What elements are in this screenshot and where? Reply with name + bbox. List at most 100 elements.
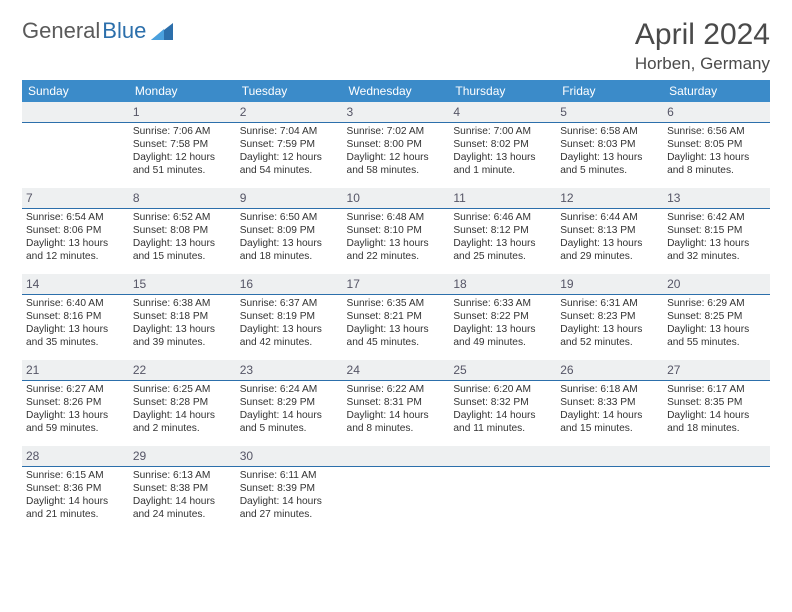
day-details: Sunrise: 7:04 AMSunset: 7:59 PMDaylight:… [236, 123, 343, 177]
calendar-cell [22, 102, 129, 188]
day-number: 5 [560, 105, 567, 119]
day-number: 21 [26, 363, 39, 377]
day-details: Sunrise: 6:11 AMSunset: 8:39 PMDaylight:… [236, 467, 343, 521]
calendar-cell [449, 446, 556, 532]
day-number-bar: 1 [129, 102, 236, 123]
calendar-cell: 12Sunrise: 6:44 AMSunset: 8:13 PMDayligh… [556, 188, 663, 274]
day-number-bar: 2 [236, 102, 343, 123]
calendar-cell: 15Sunrise: 6:38 AMSunset: 8:18 PMDayligh… [129, 274, 236, 360]
day-details: Sunrise: 7:00 AMSunset: 8:02 PMDaylight:… [449, 123, 556, 177]
calendar-cell: 17Sunrise: 6:35 AMSunset: 8:21 PMDayligh… [343, 274, 450, 360]
brand-text-general: General [22, 18, 100, 44]
day-details: Sunrise: 6:33 AMSunset: 8:22 PMDaylight:… [449, 295, 556, 349]
day-number-bar: 11 [449, 188, 556, 209]
day-details: Sunrise: 6:52 AMSunset: 8:08 PMDaylight:… [129, 209, 236, 263]
calendar-cell: 6 Sunrise: 6:56 AMSunset: 8:05 PMDaylight… [663, 102, 770, 188]
location: Horben, Germany [635, 54, 770, 74]
calendar-cell: 9Sunrise: 6:50 AMSunset: 8:09 PMDaylight… [236, 188, 343, 274]
day-number [667, 449, 670, 463]
calendar-cell: 3Sunrise: 7:02 AMSunset: 8:00 PMDaylight… [343, 102, 450, 188]
calendar-cell: 13 Sunrise: 6:42 AMSunset: 8:15 PMDayligh… [663, 188, 770, 274]
header: GeneralBlue April 2024 Horben, Germany [22, 18, 770, 74]
day-details: Sunrise: 6:50 AMSunset: 8:09 PMDaylight:… [236, 209, 343, 263]
calendar-body: 1 Sunrise: 7:06 AMSunset: 7:58 PMDaylight… [22, 102, 770, 532]
day-number: 22 [133, 363, 146, 377]
day-number: 8 [133, 191, 140, 205]
day-number: 24 [347, 363, 360, 377]
day-number: 12 [560, 191, 573, 205]
calendar-cell: 25Sunrise: 6:20 AMSunset: 8:32 PMDayligh… [449, 360, 556, 446]
day-details: Sunrise: 6:15 AMSunset: 8:36 PMDaylight:… [22, 467, 129, 521]
day-number-bar: 27 [663, 360, 770, 381]
weekday-header: Thursday [449, 80, 556, 102]
day-number: 17 [347, 277, 360, 291]
day-number-bar: 24 [343, 360, 450, 381]
calendar-cell: 4Sunrise: 7:00 AMSunset: 8:02 PMDaylight… [449, 102, 556, 188]
weekday-header: Monday [129, 80, 236, 102]
calendar-cell: 8 Sunrise: 6:52 AMSunset: 8:08 PMDaylight… [129, 188, 236, 274]
day-number: 30 [240, 449, 253, 463]
day-number: 6 [667, 105, 674, 119]
calendar-cell: 21Sunrise: 6:27 AMSunset: 8:26 PMDayligh… [22, 360, 129, 446]
month-title: April 2024 [635, 18, 770, 52]
day-details: Sunrise: 6:40 AMSunset: 8:16 PMDaylight:… [22, 295, 129, 349]
day-number: 29 [133, 449, 146, 463]
day-number-bar: 15 [129, 274, 236, 295]
calendar-cell: 14Sunrise: 6:40 AMSunset: 8:16 PMDayligh… [22, 274, 129, 360]
day-number-bar: 21 [22, 360, 129, 381]
day-number-bar: 12 [556, 188, 663, 209]
day-number-bar: 25 [449, 360, 556, 381]
day-number-bar: 13 [663, 188, 770, 209]
calendar-cell: 18Sunrise: 6:33 AMSunset: 8:22 PMDayligh… [449, 274, 556, 360]
day-number-bar [663, 446, 770, 467]
day-number-bar: 10 [343, 188, 450, 209]
day-number: 27 [667, 363, 680, 377]
day-number: 2 [240, 105, 247, 119]
day-number-bar: 6 [663, 102, 770, 123]
day-number: 23 [240, 363, 253, 377]
day-number: 13 [667, 191, 680, 205]
day-number-bar: 8 [129, 188, 236, 209]
day-number-bar: 3 [343, 102, 450, 123]
calendar-cell: 20Sunrise: 6:29 AMSunset: 8:25 PMDayligh… [663, 274, 770, 360]
weekday-header: Wednesday [343, 80, 450, 102]
day-number-bar: 20 [663, 274, 770, 295]
day-number [26, 105, 29, 119]
day-number-bar: 7 [22, 188, 129, 209]
day-details: Sunrise: 6:13 AMSunset: 8:38 PMDaylight:… [129, 467, 236, 521]
day-details: Sunrise: 6:46 AMSunset: 8:12 PMDaylight:… [449, 209, 556, 263]
sail-icon [150, 21, 174, 41]
calendar-cell: 30 Sunrise: 6:11 AMSunset: 8:39 PMDayligh… [236, 446, 343, 532]
calendar-cell: 29 Sunrise: 6:13 AMSunset: 8:38 PMDayligh… [129, 446, 236, 532]
day-number: 28 [26, 449, 39, 463]
day-number [347, 449, 350, 463]
day-number-bar: 16 [236, 274, 343, 295]
calendar-row: 1 Sunrise: 7:06 AMSunset: 7:58 PMDaylight… [22, 102, 770, 188]
day-details: Sunrise: 6:56 AMSunset: 8:05 PMDaylight:… [663, 123, 770, 177]
day-number: 1 [133, 105, 140, 119]
calendar-cell: 28 Sunrise: 6:15 AMSunset: 8:36 PMDayligh… [22, 446, 129, 532]
day-details: Sunrise: 6:54 AMSunset: 8:06 PMDaylight:… [22, 209, 129, 263]
day-number-bar: 23 [236, 360, 343, 381]
day-number: 7 [26, 191, 33, 205]
day-number-bar [22, 102, 129, 123]
brand-logo: GeneralBlue [22, 18, 174, 44]
day-details: Sunrise: 7:02 AMSunset: 8:00 PMDaylight:… [343, 123, 450, 177]
calendar-cell: 26Sunrise: 6:18 AMSunset: 8:33 PMDayligh… [556, 360, 663, 446]
calendar-cell: 27Sunrise: 6:17 AMSunset: 8:35 PMDayligh… [663, 360, 770, 446]
calendar-cell: 22Sunrise: 6:25 AMSunset: 8:28 PMDayligh… [129, 360, 236, 446]
day-number: 16 [240, 277, 253, 291]
day-number-bar [449, 446, 556, 467]
day-number: 19 [560, 277, 573, 291]
calendar-cell: 5Sunrise: 6:58 AMSunset: 8:03 PMDaylight… [556, 102, 663, 188]
calendar-cell: 23Sunrise: 6:24 AMSunset: 8:29 PMDayligh… [236, 360, 343, 446]
day-number-bar: 19 [556, 274, 663, 295]
day-details: Sunrise: 6:18 AMSunset: 8:33 PMDaylight:… [556, 381, 663, 435]
day-number: 10 [347, 191, 360, 205]
day-number-bar [343, 446, 450, 467]
weekday-header: Tuesday [236, 80, 343, 102]
day-details: Sunrise: 6:42 AMSunset: 8:15 PMDaylight:… [663, 209, 770, 263]
day-details: Sunrise: 7:06 AMSunset: 7:58 PMDaylight:… [129, 123, 236, 177]
calendar-cell: 11Sunrise: 6:46 AMSunset: 8:12 PMDayligh… [449, 188, 556, 274]
day-number-bar: 30 [236, 446, 343, 467]
